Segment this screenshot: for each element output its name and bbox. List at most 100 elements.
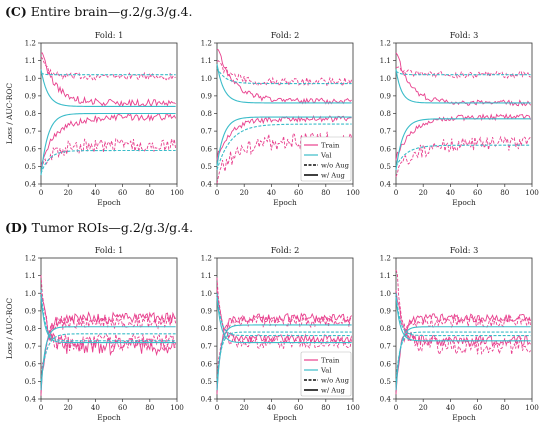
plot-panel: Fold: 3 0.4 0.5 0.6 0.7 0.8 0.9 1.0 1.1 1.2 0 20 40 6…	[380, 30, 540, 207]
series-line	[395, 70, 531, 76]
y-tick-label: 1.0	[380, 289, 392, 298]
x-tick-label: 40	[267, 403, 277, 412]
legend: Train Val w/o Aug w/ Aug	[300, 136, 352, 182]
y-tick-label: 0.6	[380, 359, 392, 368]
y-tick-label: 0.8	[201, 109, 213, 118]
legend-label: w/o Aug	[321, 376, 350, 384]
x-tick-label: 20	[419, 403, 429, 412]
x-axis-label: Epoch	[452, 413, 476, 422]
y-tick-label: 1.0	[25, 74, 37, 83]
fold-title: Fold: 2	[271, 30, 300, 40]
legend-label: Train	[321, 356, 340, 364]
fold-title: Fold: 3	[450, 30, 479, 40]
y-tick-label: 0.7	[380, 127, 392, 136]
series-line	[216, 331, 352, 382]
x-tick-label: 100	[346, 188, 360, 197]
y-tick-label: 0.8	[25, 109, 37, 118]
x-tick-label: 0	[215, 403, 220, 412]
x-tick-label: 20	[240, 403, 250, 412]
y-tick-label: 0.4	[201, 395, 213, 404]
x-tick-label: 60	[118, 403, 128, 412]
y-tick-label: 1.0	[201, 289, 213, 298]
y-tick-label: 0.9	[201, 306, 213, 315]
y-tick-label: 0.9	[201, 91, 213, 100]
legend-label: w/o Aug	[321, 161, 350, 169]
y-tick-label: 0.4	[25, 180, 37, 189]
series-line	[216, 131, 353, 184]
y-axis-label: Loss / AUC-ROC	[5, 83, 14, 144]
y-axis-label: Loss / AUC-ROC	[5, 298, 14, 359]
y-tick-label: 0.4	[380, 395, 392, 404]
y-tick-label: 0.9	[380, 306, 392, 315]
series-line	[395, 66, 531, 80]
series-line	[395, 113, 532, 161]
series-line	[395, 331, 531, 382]
series-line	[40, 56, 176, 81]
series-line	[40, 314, 177, 392]
legend-box	[300, 136, 352, 182]
x-tick-label: 80	[145, 188, 155, 197]
plot-panel: Fold: 2 0.4 0.5 0.6 0.7 0.8 0.9 1.0 1.1 1.2 0 20 40 6…	[201, 30, 361, 207]
y-tick-label: 0.5	[380, 377, 392, 386]
x-tick-label: 20	[240, 188, 250, 197]
series-line	[216, 288, 353, 345]
x-tick-label: 40	[91, 188, 101, 197]
y-tick-label: 0.5	[380, 162, 392, 171]
series-line	[216, 314, 352, 387]
series-line	[40, 333, 176, 382]
fold-title: Fold: 1	[95, 30, 124, 40]
section-c-heading: (C) Entire brain—g.2/g.3/g.4.	[5, 4, 192, 19]
y-tick-label: 1.0	[25, 289, 37, 298]
series-line	[216, 48, 352, 105]
x-tick-label: 0	[394, 403, 399, 412]
y-tick-label: 0.4	[25, 395, 37, 404]
series-line	[395, 313, 532, 395]
series-line	[40, 275, 177, 352]
series-line	[216, 296, 352, 344]
plot-frame	[40, 257, 178, 400]
series-line	[395, 69, 531, 104]
plot-panel: Fold: 1 0.4 0.5 0.6 0.7 0.8 0.9 1.0 1.1 1.2 0 20 40 6…	[5, 30, 184, 207]
series-line	[216, 60, 353, 88]
y-tick-label: 0.8	[201, 324, 213, 333]
fold-title: Fold: 2	[271, 245, 300, 255]
series-line	[395, 52, 532, 107]
x-axis-label: Epoch	[273, 413, 297, 422]
series-line	[216, 116, 352, 167]
x-tick-label: 80	[321, 188, 331, 197]
x-tick-label: 20	[419, 188, 429, 197]
series-line	[40, 72, 176, 76]
y-tick-label: 1.1	[25, 271, 36, 280]
y-tick-label: 1.1	[201, 271, 212, 280]
series-line	[40, 292, 176, 357]
x-tick-label: 0	[394, 188, 399, 197]
legend-label: w/ Aug	[321, 171, 346, 179]
series-line	[40, 289, 176, 342]
series-line	[395, 144, 531, 167]
section-d-heading: (D) Tumor ROIs—g.2/g.3/g.4.	[5, 220, 193, 235]
y-tick-label: 0.7	[201, 127, 213, 136]
plots-grid: Fold: 1 0.4 0.5 0.6 0.7 0.8 0.9 1.0 1.1 1.2 0 20 40 6…	[5, 30, 539, 422]
y-tick-label: 0.4	[201, 180, 213, 189]
x-tick-label: 20	[64, 403, 74, 412]
y-tick-label: 0.5	[25, 377, 37, 386]
series-line	[40, 112, 176, 176]
y-tick-label: 1.2	[380, 254, 391, 263]
x-tick-label: 100	[346, 403, 360, 412]
fold-title: Fold: 1	[95, 245, 124, 255]
series-line	[40, 326, 176, 391]
y-tick-label: 1.2	[25, 254, 36, 263]
y-tick-label: 0.6	[201, 144, 213, 153]
y-tick-label: 0.9	[380, 91, 392, 100]
y-tick-label: 1.1	[380, 56, 391, 65]
series-line	[40, 149, 176, 174]
y-tick-label: 1.2	[25, 39, 36, 48]
x-tick-label: 60	[473, 403, 483, 412]
plot-panel: Fold: 1 0.4 0.5 0.6 0.7 0.8 0.9 1.0 1.1 1.2 0 20 40 6…	[5, 245, 184, 422]
y-tick-label: 0.7	[25, 127, 37, 136]
y-tick-label: 0.4	[380, 180, 392, 189]
y-tick-label: 0.8	[380, 324, 392, 333]
legend-box	[300, 351, 352, 397]
x-tick-label: 40	[446, 403, 456, 412]
y-tick-label: 0.7	[380, 342, 392, 351]
